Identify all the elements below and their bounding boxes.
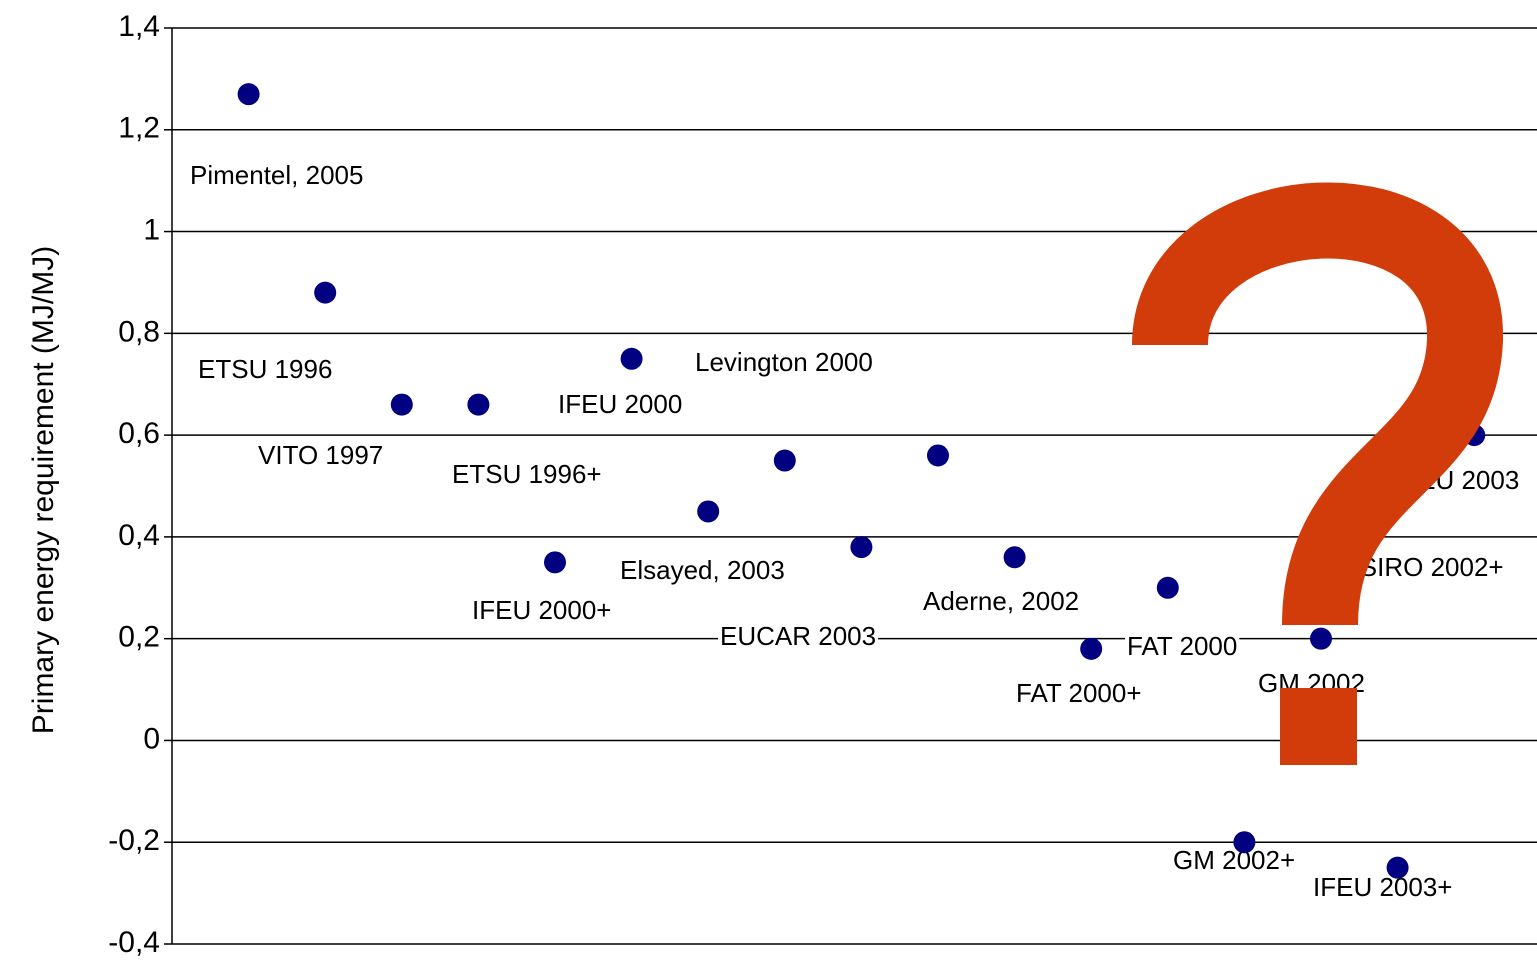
y-tick-label: -0,4 [108, 926, 160, 959]
data-point [927, 444, 949, 466]
y-tick-label: 0,6 [118, 417, 160, 450]
point-label: EUCAR 2003 [720, 621, 876, 651]
data-point [544, 551, 566, 573]
question-mark-dot [1280, 688, 1357, 765]
y-tick-label: -0,2 [108, 824, 160, 857]
point-label: VITO 1997 [258, 440, 383, 470]
y-tick-label: 1,2 [118, 112, 160, 145]
y-tick-label: 1 [143, 213, 160, 246]
data-point [1080, 638, 1102, 660]
data-point [238, 83, 260, 105]
point-label: ETSU 1996+ [452, 459, 602, 489]
point-label: Levington 2000 [695, 347, 873, 377]
data-point [467, 394, 489, 416]
chart: Primary energy requirement (MJ/MJ) -0,4 -… [0, 0, 1537, 964]
data-point [850, 536, 872, 558]
y-tick-label: 0,8 [118, 315, 160, 348]
y-tick-label: 1,4 [118, 10, 160, 43]
point-label: Aderne, 2002 [923, 586, 1079, 616]
y-axis-title: Primary energy requirement (MJ/MJ) [27, 246, 60, 734]
y-tick-label: 0 [143, 722, 160, 755]
data-point [621, 348, 643, 370]
data-point [1387, 857, 1409, 879]
y-tick-label: 0,2 [118, 621, 160, 654]
point-label: ETSU 1996 [198, 354, 332, 384]
data-point [1310, 628, 1332, 650]
data-point [1233, 831, 1255, 853]
point-label: FAT 2000+ [1016, 678, 1142, 708]
y-tick-label: 0,4 [118, 519, 160, 552]
data-point [697, 500, 719, 522]
data-point [1157, 577, 1179, 599]
data-point [314, 282, 336, 304]
point-label: IFEU 2000 [558, 389, 682, 419]
data-point [1004, 546, 1026, 568]
point-label: FAT 2000 [1127, 631, 1237, 661]
data-point [391, 394, 413, 416]
point-label: Pimentel, 2005 [190, 160, 363, 190]
data-point [774, 450, 796, 472]
point-label: Elsayed, 2003 [620, 555, 785, 585]
point-label: IFEU 2000+ [472, 595, 611, 625]
point-label: GM 2002+ [1173, 845, 1295, 875]
point-label: IFEU 2003+ [1313, 872, 1452, 902]
